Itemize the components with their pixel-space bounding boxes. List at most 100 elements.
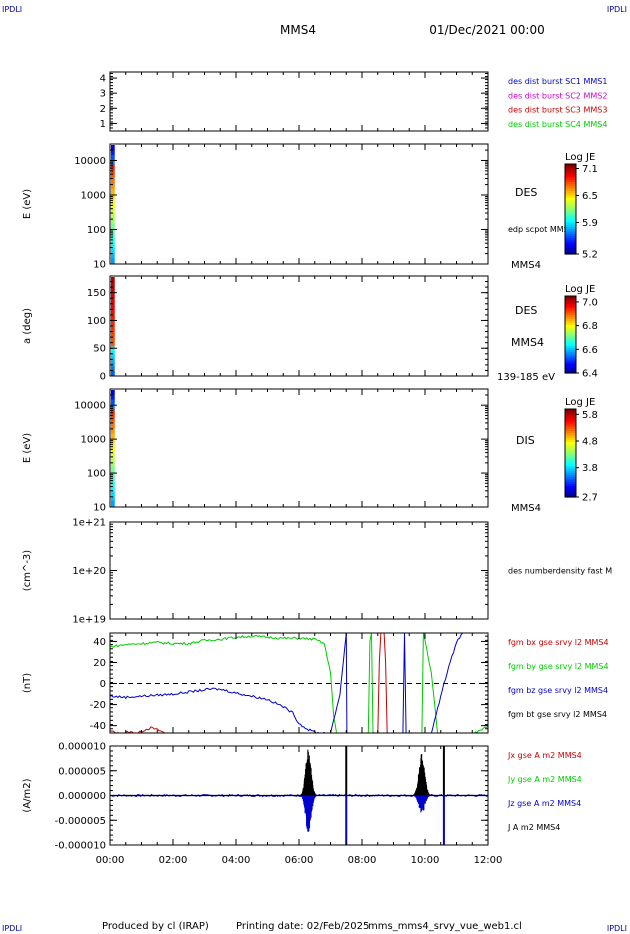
- panel-3-colorbar-cell: [565, 413, 576, 417]
- panel-2-heatmap-cell: [111, 277, 115, 282]
- panel-1-colorbar-cell: [565, 245, 576, 248]
- panel-2-colorbar-cell: [565, 346, 576, 349]
- panel-6-legend-entry: Jy gse A m2 MMS4: [507, 775, 582, 784]
- panel-3-colorbar-cell: [565, 481, 576, 485]
- panel-2-colorbar-cell: [565, 334, 576, 338]
- panel-1-colorbar-cell: [565, 251, 576, 255]
- panel-2-colorbar-cell: [565, 313, 576, 316]
- panel-1-colorbar-cell: [565, 242, 576, 246]
- panel-2-colorbar-cell: [565, 336, 576, 339]
- panel-4-frame: [109, 521, 489, 620]
- footer-filename: mms_mms4_srvy_vue_web1.cl: [368, 921, 522, 932]
- panel-0-ytick-label: 4: [100, 74, 106, 85]
- panel-1-colorbar-cell: [565, 175, 576, 179]
- panel-3-colorbar-cell: [565, 409, 576, 412]
- x-tick-label: 06:00: [285, 855, 314, 866]
- panel-5-legend-entry: fgm by gse srvy l2 MMS4: [508, 662, 609, 671]
- panel-1-side-label: MMS4: [511, 260, 541, 271]
- panel-3-colorbar-cell: [565, 472, 576, 476]
- panel-1-heatmap-cell: [111, 233, 115, 240]
- panel-1-side-label: edp scpot MMS4: [508, 225, 574, 234]
- panel-1-colorbar-cell: [565, 224, 576, 228]
- panel-2-heatmap-cell: [111, 354, 115, 360]
- corner-label-bottom-left: IPDLI: [2, 924, 22, 933]
- x-tick-label: 04:00: [222, 855, 251, 866]
- panel-2-heatmap-cell: [111, 313, 115, 319]
- panel-6-ytick-label: -0.000010: [55, 841, 106, 852]
- panel-1-ytick-label: 10: [93, 260, 106, 271]
- panel-2-colorbar-cell: [565, 355, 576, 359]
- panel-1-heatmap-cell: [111, 238, 115, 244]
- panel-2-heatmap-cell: [111, 342, 115, 348]
- panel-1-colorbar-cell: [565, 182, 576, 185]
- panel-0-legend-entry: des dist burst SC3 MMS3: [508, 106, 607, 115]
- panel-4-ytick-label: 1e+20: [72, 566, 106, 577]
- panel-3-colorbar-cell: [565, 490, 576, 494]
- panel-6-legend-entry: Jx gse A m2 MMS4: [507, 751, 582, 760]
- panel-1-colorbar-cell: [565, 209, 576, 212]
- panel-1-colorbar-cell: [565, 218, 576, 221]
- panel-1-colorbar-cell: [565, 229, 576, 233]
- panel-4-ylabel: (cm^-3): [22, 550, 33, 591]
- panel-3-heatmap-cell: [111, 477, 115, 483]
- panel-1-heatmap-cell: [111, 184, 115, 190]
- panel-2-heatmap-cell: [111, 309, 115, 315]
- panel-3-colorbar-cell: [565, 492, 576, 496]
- panel-2-side-label: MMS4: [511, 336, 544, 349]
- panel-3-colorbar-cell: [565, 455, 576, 458]
- panel-5-legend-entry: fgm bz gse srvy l2 MMS4: [508, 686, 608, 695]
- panel-3-colorbar-cell: [565, 479, 576, 483]
- panel-1-colorbar-cell: [565, 206, 576, 210]
- panel-3-colorbar-cell: [565, 494, 576, 498]
- panel-0-legend-entry: des dist burst SC2 MMS2: [508, 91, 607, 100]
- panel-2-colorbar-tick-label: 6.6: [582, 345, 598, 356]
- panel-1-heatmap-cell: [111, 169, 115, 176]
- panel-2-colorbar-cell: [565, 357, 576, 361]
- panel-1-colorbar-cell: [565, 222, 576, 226]
- panel-1-colorbar-cell: [565, 179, 576, 183]
- panel-1-colorbar-cell: [565, 238, 576, 242]
- corner-label-top-left: IPDLI: [2, 5, 22, 14]
- panel-4-ytick-label: 1e+19: [72, 615, 106, 626]
- panel-1-heatmap-cell: [111, 189, 115, 195]
- panel-3-heatmap-cell: [111, 462, 115, 468]
- corner-label-bottom-right: IPDLI: [607, 924, 627, 933]
- panel-3-colorbar-cell: [565, 437, 576, 441]
- panel-6-legend-entry: J A m2 MMS4: [507, 823, 560, 832]
- panel-3-colorbar-cell: [565, 486, 576, 489]
- panel-0-legend-entry: des dist burst SC1 MMS1: [508, 77, 607, 86]
- panel-3-side-label: DIS: [516, 434, 535, 447]
- panel-5-ylabel: (nT): [22, 673, 33, 693]
- panel-2-colorbar-cell: [565, 303, 576, 307]
- panel-3-heatmap-cell: [111, 496, 115, 502]
- panel-2-colorbar-cell: [565, 321, 576, 324]
- panel-1-colorbar-cell: [565, 197, 576, 201]
- panel-1-heatmap-cell: [111, 174, 115, 181]
- panel-1-colorbar-cell: [565, 164, 576, 167]
- panel-1-colorbar-cell: [565, 188, 576, 192]
- panel-1-colorbar-cell: [565, 213, 576, 217]
- panel-6-ytick-label: 0.000000: [58, 791, 106, 802]
- panel-2-colorbar-cell: [565, 359, 576, 363]
- panel-5-ytick-label: 0: [100, 679, 106, 690]
- panel-2-colorbar-cell: [565, 347, 576, 351]
- panel-2-colorbar-cell: [565, 309, 576, 312]
- panel-2-colorbar-tick-label: 6.4: [582, 369, 598, 380]
- panel-1-colorbar-cell: [565, 170, 576, 174]
- panel-3-heatmap-cell: [111, 428, 115, 435]
- panel-3-colorbar-cell: [565, 426, 576, 430]
- x-tick-label: 08:00: [348, 855, 377, 866]
- panel-2-colorbar-cell: [565, 297, 576, 301]
- panel-2-colorbar-tick-label: 6.8: [582, 321, 598, 332]
- panel-1-colorbar-cell: [565, 177, 576, 181]
- panel-2-colorbar-cell: [565, 324, 576, 328]
- panel-3-colorbar-cell: [565, 477, 576, 480]
- panel-3-colorbar-cell: [565, 428, 576, 432]
- panel-2-heatmap-cell: [111, 326, 115, 331]
- panel-3-heatmap-cell: [111, 491, 115, 497]
- panel-3-colorbar-title: Log JE: [565, 397, 595, 408]
- panel-3-heatmap-cell: [111, 443, 115, 449]
- panel-3-ytick-label: 10000: [74, 401, 106, 412]
- panel-2-colorbar-cell: [565, 363, 576, 366]
- panel-1-side-label: DES: [515, 186, 537, 199]
